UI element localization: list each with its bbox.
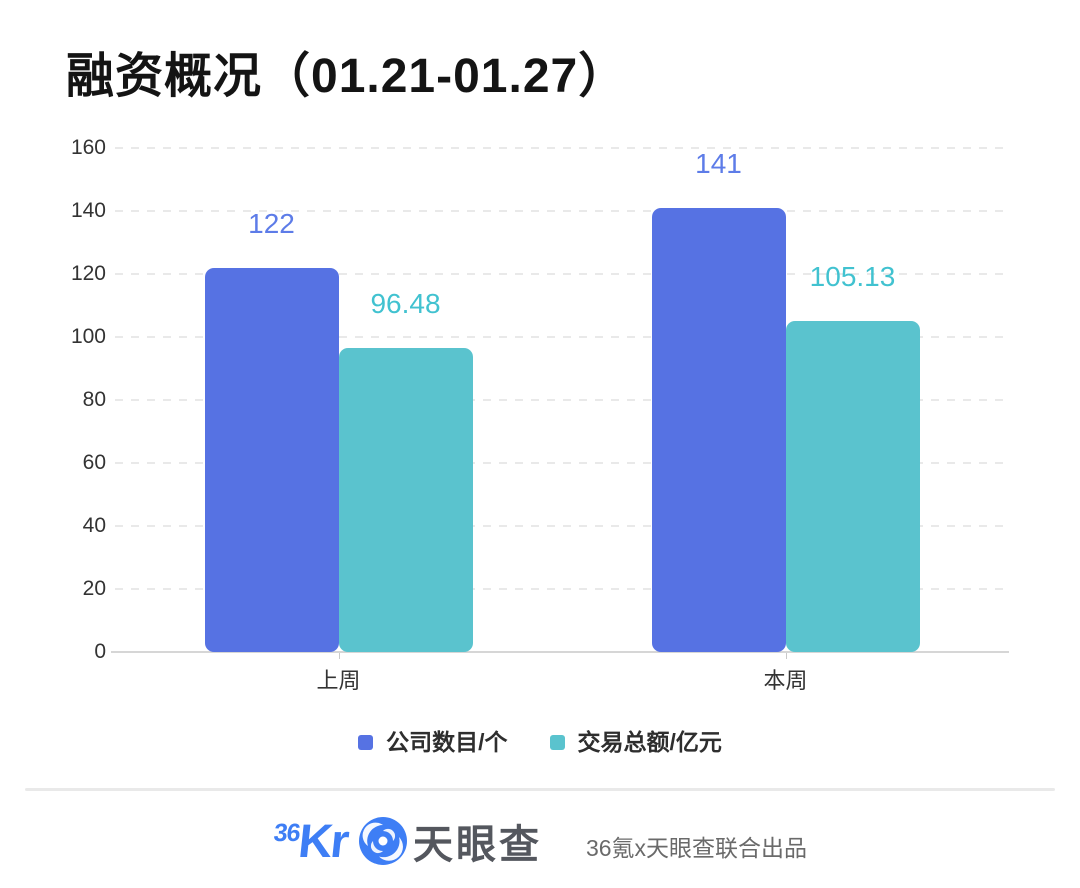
bar-amount-1 bbox=[338, 348, 473, 652]
legend-swatch-amount-icon bbox=[549, 734, 565, 750]
gridline bbox=[115, 147, 1009, 149]
footer-divider bbox=[25, 788, 1055, 791]
y-axis-tick-label: 20 bbox=[82, 577, 106, 600]
y-axis-tick-label: 160 bbox=[70, 136, 106, 159]
x-axis-category-label: 上周 bbox=[316, 668, 361, 693]
tianyancha-wordmark: 天眼查 bbox=[412, 823, 542, 867]
bar-value-label: 141 bbox=[695, 147, 742, 179]
footer: 36 Kr 天眼查 36氪x天眼查联合出品 bbox=[0, 806, 1080, 876]
gridline bbox=[115, 210, 1009, 212]
x-axis-category-label: 本周 bbox=[763, 668, 808, 693]
gridline bbox=[115, 462, 1009, 464]
gridline bbox=[115, 588, 1009, 590]
bar-companies-1 bbox=[204, 267, 339, 652]
bar-value-label: 96.48 bbox=[370, 288, 441, 320]
gridline bbox=[115, 273, 1009, 275]
x-axis-line bbox=[111, 651, 1009, 653]
tianyancha-eye-icon bbox=[358, 817, 407, 865]
y-axis-tick-label: 100 bbox=[70, 325, 106, 348]
chart-title: 融资概况（01.21-01.27） bbox=[66, 50, 628, 103]
y-axis-tick-label: 120 bbox=[70, 262, 106, 285]
36kr-logo-sup: 36 bbox=[272, 819, 302, 847]
legend-label-amount: 交易总额/亿元 bbox=[577, 729, 722, 755]
y-axis-tick-label: 140 bbox=[70, 199, 106, 222]
x-axis-tick bbox=[338, 653, 340, 659]
bar-amount-2 bbox=[785, 320, 920, 652]
bar-value-label: 122 bbox=[248, 207, 295, 239]
gridline bbox=[115, 336, 1009, 338]
y-axis: 0 20 40 60 80 100 120 140 160 bbox=[28, 136, 106, 663]
legend-label-companies: 公司数目/个 bbox=[386, 729, 508, 755]
bar-companies-2 bbox=[651, 207, 786, 652]
y-axis-tick-label: 40 bbox=[82, 514, 106, 537]
chart-legend: 公司数目/个 交易总额/亿元 bbox=[0, 723, 1080, 757]
gridline bbox=[115, 525, 1009, 527]
bar-value-label: 105.13 bbox=[809, 260, 896, 292]
footer-credit-text: 36氪x天眼查联合出品 bbox=[585, 835, 808, 861]
y-axis-tick-label: 80 bbox=[82, 388, 106, 411]
y-axis-tick-label: 60 bbox=[82, 451, 106, 474]
legend-item-companies: 公司数目/个 bbox=[358, 723, 508, 757]
legend-swatch-companies-icon bbox=[358, 734, 374, 750]
plot-area: 122 96.48 上周 141 105.13 本周 bbox=[111, 147, 1009, 693]
gridline bbox=[115, 399, 1009, 401]
x-axis-tick bbox=[785, 653, 787, 659]
36kr-logo: 36 Kr bbox=[271, 814, 350, 867]
36kr-logo-main: Kr bbox=[296, 814, 350, 867]
legend-item-amount: 交易总额/亿元 bbox=[549, 723, 722, 757]
y-axis-tick-label: 0 bbox=[94, 640, 106, 663]
